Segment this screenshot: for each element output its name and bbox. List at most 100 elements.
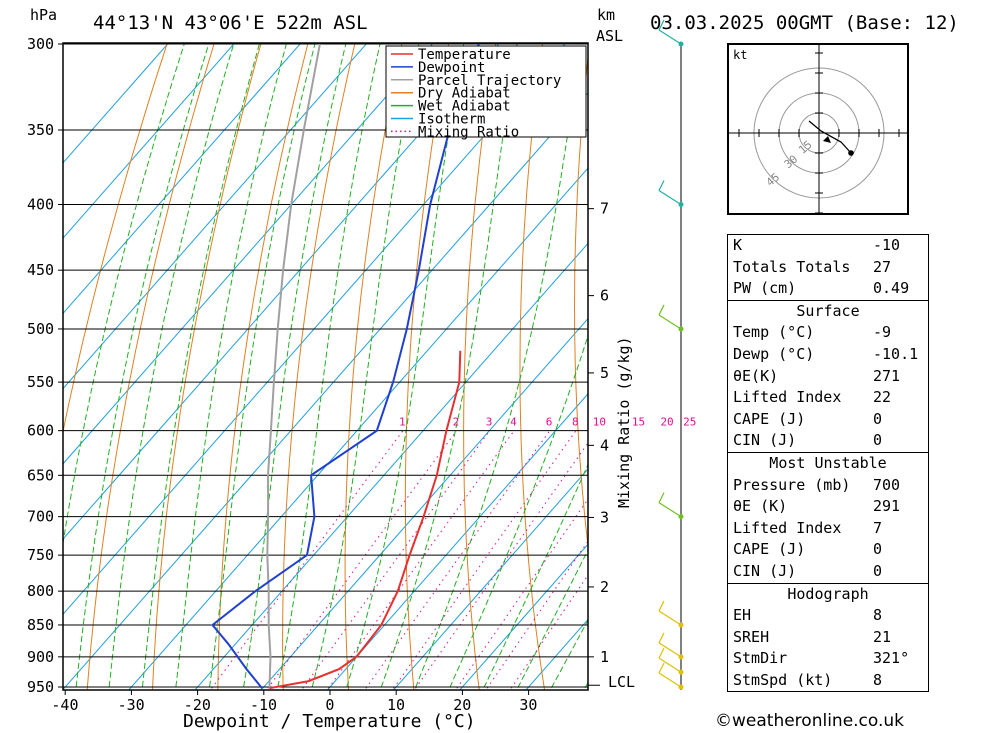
legend-entry: Wet Adiabat: [418, 99, 511, 115]
mixing-ratio-label: 1: [399, 416, 406, 429]
mixing-ratio-line: [485, 540, 588, 690]
dewpoint-line: [211, 43, 480, 689]
hodograph-unit: kt: [733, 48, 747, 62]
surface-header: Surface: [728, 299, 928, 323]
dry-adiabat-line: [519, 43, 546, 690]
height-tick-label: 2: [600, 578, 609, 596]
mixing-ratio-label: 25: [683, 416, 696, 429]
wind-barb: [658, 502, 682, 518]
dry-adiabat-line: [63, 43, 168, 435]
most-unstable-header: Most Unstable: [728, 451, 928, 475]
hodo-stmdir: StmDir 321°: [733, 649, 910, 668]
pressure-tick-label: 650: [27, 466, 54, 484]
wind-barb-flag: [658, 632, 665, 644]
dry-adiabat-line: [86, 43, 215, 690]
temperature-tick-label: -20: [184, 696, 211, 714]
mixing-ratio-label: 4: [510, 416, 517, 429]
mixing-ratio-line: [300, 430, 491, 690]
height-tick-label: 4: [600, 436, 609, 454]
height-tick-label: 7: [600, 200, 609, 218]
mixing-ratio-label: 15: [632, 416, 645, 429]
storm-motion-arrow: [823, 136, 831, 143]
profile-lines: [211, 43, 480, 690]
dry-adiabat-line: [963, 25, 1000, 693]
wind-barb-flag: [658, 19, 665, 31]
wind-barb: [658, 610, 682, 626]
wind-barb-flag: [658, 600, 665, 612]
wet-adiabat-line: [108, 43, 235, 690]
wet-adiabat-line: [482, 463, 588, 690]
height-tick-label: 3: [600, 508, 609, 526]
pressure-tick-label: 800: [27, 582, 54, 600]
mixing-ratio-axis-title: Mixing Ratio (g/kg): [615, 336, 633, 508]
height-tick-label: 6: [600, 287, 609, 305]
wet-adiabat-line: [516, 548, 588, 690]
wind-barb-flag: [658, 180, 665, 191]
temperature-tick-label: 10: [387, 696, 405, 714]
hodo-sreh: SREH 21: [733, 627, 892, 646]
wind-barb: [658, 657, 682, 673]
surface-lifted-index: Lifted Index 22: [733, 388, 892, 407]
hodograph-ring-label: 15: [796, 138, 815, 156]
dry-adiabat-line: [627, 25, 676, 693]
mixing-ratio-label: 2: [453, 416, 460, 429]
wind-barb: [658, 314, 682, 330]
temperature-tick-label: -40: [51, 696, 78, 714]
dry-adiabat-line: [344, 43, 403, 690]
isotherm-line: [392, 468, 588, 690]
axes: 3003504004505005506006507007508008509009…: [27, 35, 696, 714]
datetime-title: 03.03.2025 00GMT (Base: 12): [650, 12, 959, 34]
wind-barb: [658, 642, 682, 658]
surface-dewp: Dewp (°C) -10.1: [733, 344, 919, 363]
dry-adiabat-line: [463, 43, 497, 690]
wet-adiabat-line: [208, 43, 316, 690]
surface-cape: CAPE (J) 0: [733, 409, 883, 428]
pressure-tick-label: 900: [27, 648, 54, 666]
index-k: K -10: [733, 236, 901, 254]
location-title: 44°13'N 43°06'E 522m ASL: [93, 12, 368, 34]
wind-barb-flag: [658, 492, 665, 503]
wind-barb-flag: [658, 647, 665, 659]
dry-adiabat-line: [217, 43, 309, 690]
wet-adiabat-line: [549, 619, 588, 690]
wind-barb: [658, 29, 682, 45]
pressure-tick-label: 450: [27, 261, 54, 279]
isotherm-line: [63, 43, 236, 239]
isotherm-line: [459, 543, 588, 690]
index-totals-totals: Totals Totals 27: [733, 257, 892, 276]
mixing-ratio-label: 3: [486, 416, 493, 429]
pressure-tick-label: 700: [27, 508, 54, 526]
wet-adiabat-line: [379, 43, 518, 690]
site-credit: ©weatheronline.co.uk: [715, 711, 905, 731]
legend-entry: Mixing Ratio: [418, 124, 519, 140]
wind-barb-flag: [658, 662, 665, 674]
x-axis-title: Dewpoint / Temperature (°C): [183, 711, 476, 732]
temperature-tick-label: 0: [325, 696, 334, 714]
hodograph-trace: [808, 120, 852, 154]
isotherm-line: [260, 317, 588, 690]
legend-entry: Dewpoint: [418, 60, 485, 76]
isotherm-line: [63, 43, 434, 465]
indices-table: K -10 Totals Totals 27 PW (cm) 0.49 Surface…: [727, 234, 929, 693]
temperature-tick-label: 30: [519, 696, 537, 714]
wet-adiabat-line: [276, 43, 381, 690]
wet-adiabat-line: [242, 43, 347, 690]
wet-adiabat-line: [448, 334, 588, 690]
legend-entry: Isotherm: [418, 112, 485, 128]
hodo-stmspd: StmSpd (kt) 8: [733, 670, 883, 689]
mixing-ratio-line: [391, 430, 577, 690]
mu-cin: CIN (J) 0: [733, 561, 883, 580]
wet-adiabat-line: [175, 43, 288, 690]
surface-cin: CIN (J) 0: [733, 431, 883, 450]
dry-adiabat-line: [917, 25, 1000, 693]
mu-pressure: Pressure (mb) 700: [733, 475, 901, 494]
wet-adiabat-line: [75, 43, 210, 690]
isotherm-line: [63, 43, 368, 390]
isobar-lines: [63, 43, 588, 688]
wet-adiabat-line: [345, 43, 465, 690]
pressure-tick-label: 600: [27, 422, 54, 440]
height-tick-label: 1: [600, 648, 609, 666]
wind-barb-flag: [658, 304, 665, 316]
